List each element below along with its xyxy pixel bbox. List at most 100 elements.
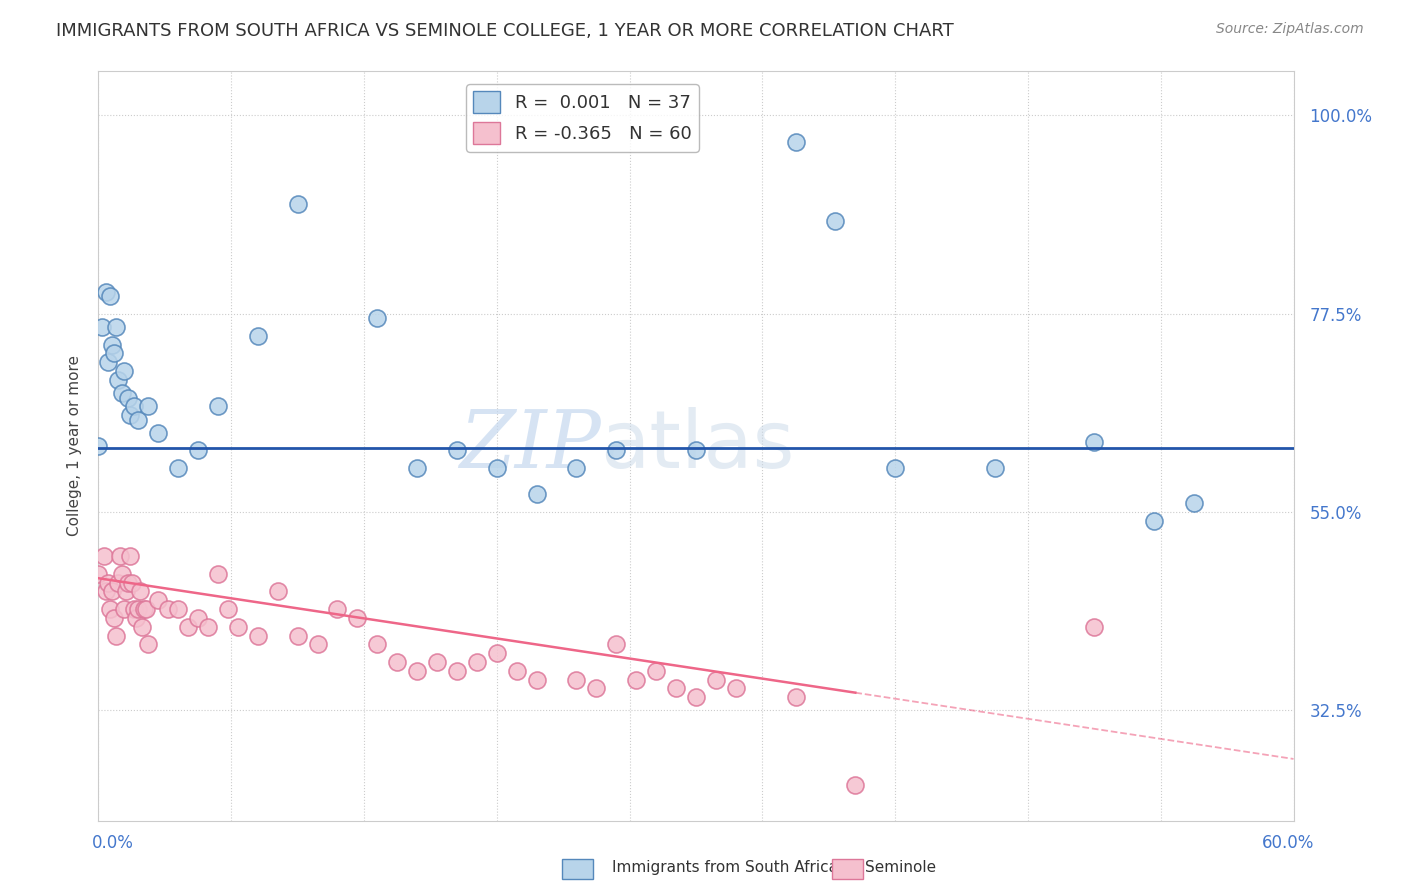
Point xyxy=(246,328,269,343)
Point xyxy=(112,602,135,616)
Text: 0.0%: 0.0% xyxy=(91,834,134,852)
Point xyxy=(1083,620,1105,634)
Point xyxy=(605,443,627,458)
Point xyxy=(1083,434,1105,449)
Text: Immigrants from South Africa: Immigrants from South Africa xyxy=(612,860,838,874)
Point xyxy=(724,681,747,696)
Point xyxy=(506,664,529,678)
Point xyxy=(98,602,122,616)
Point xyxy=(135,602,157,616)
Point xyxy=(96,285,118,299)
Point xyxy=(117,575,139,590)
Point xyxy=(101,584,124,599)
Text: Source: ZipAtlas.com: Source: ZipAtlas.com xyxy=(1216,22,1364,37)
Point xyxy=(120,408,142,422)
Point xyxy=(112,364,135,378)
Point xyxy=(98,289,122,303)
Point xyxy=(177,620,200,634)
Point xyxy=(127,602,149,616)
Point xyxy=(105,320,128,334)
Point xyxy=(785,690,807,705)
Point xyxy=(187,611,209,625)
Text: IMMIGRANTS FROM SOUTH AFRICA VS SEMINOLE COLLEGE, 1 YEAR OR MORE CORRELATION CHA: IMMIGRANTS FROM SOUTH AFRICA VS SEMINOLE… xyxy=(56,22,955,40)
Point xyxy=(267,584,290,599)
Point xyxy=(1143,514,1166,528)
Point xyxy=(121,575,143,590)
Point xyxy=(107,575,129,590)
Point xyxy=(645,664,668,678)
Point xyxy=(685,443,707,458)
Point xyxy=(217,602,239,616)
Point xyxy=(1182,496,1205,510)
Point xyxy=(167,602,190,616)
Point xyxy=(131,620,153,634)
Point xyxy=(97,355,120,369)
Point xyxy=(93,549,115,564)
Point xyxy=(136,637,159,651)
Point xyxy=(91,320,114,334)
Point xyxy=(226,620,249,634)
Point xyxy=(665,681,688,696)
Point xyxy=(101,337,124,351)
Point xyxy=(785,135,807,149)
Point xyxy=(103,346,125,360)
Point xyxy=(326,602,349,616)
Point xyxy=(125,611,148,625)
Point xyxy=(685,690,707,705)
Point xyxy=(148,425,170,440)
Point xyxy=(526,673,548,687)
Point xyxy=(117,391,139,405)
Point xyxy=(96,584,118,599)
Point xyxy=(124,400,146,414)
Point xyxy=(246,628,269,642)
Point xyxy=(87,566,110,581)
Point xyxy=(626,673,648,687)
Point xyxy=(115,584,138,599)
Text: ZIP: ZIP xyxy=(458,408,600,484)
Point xyxy=(110,549,132,564)
Point xyxy=(844,778,866,792)
Point xyxy=(127,412,149,426)
Point xyxy=(134,602,156,616)
Point xyxy=(704,673,727,687)
Point xyxy=(120,549,142,564)
Y-axis label: College, 1 year or more: College, 1 year or more xyxy=(66,356,82,536)
Text: atlas: atlas xyxy=(600,407,794,485)
Point xyxy=(157,602,180,616)
Point xyxy=(984,461,1007,475)
Point xyxy=(884,461,907,475)
Text: Seminole: Seminole xyxy=(865,860,936,874)
Point xyxy=(105,628,128,642)
Point xyxy=(406,461,429,475)
Point xyxy=(129,584,152,599)
Point xyxy=(366,637,388,651)
Point xyxy=(87,439,110,453)
Text: 60.0%: 60.0% xyxy=(1263,834,1315,852)
Point xyxy=(287,196,309,211)
Point xyxy=(426,655,449,669)
Point xyxy=(446,664,468,678)
Point xyxy=(565,673,588,687)
Point xyxy=(485,646,508,660)
Point xyxy=(197,620,219,634)
Point xyxy=(124,602,146,616)
Point xyxy=(111,386,134,401)
Point xyxy=(107,373,129,387)
Point xyxy=(148,593,170,607)
Point xyxy=(97,575,120,590)
Point xyxy=(446,443,468,458)
Point xyxy=(167,461,190,475)
Point xyxy=(565,461,588,475)
Point xyxy=(824,214,846,228)
Legend: R =  0.001   N = 37, R = -0.365   N = 60: R = 0.001 N = 37, R = -0.365 N = 60 xyxy=(465,84,699,152)
Point xyxy=(366,311,388,326)
Point xyxy=(207,400,229,414)
Point xyxy=(111,566,134,581)
Point xyxy=(585,681,607,696)
Point xyxy=(307,637,329,651)
Point xyxy=(485,461,508,475)
Point xyxy=(465,655,488,669)
Point xyxy=(287,628,309,642)
Point xyxy=(346,611,368,625)
Point xyxy=(605,637,627,651)
